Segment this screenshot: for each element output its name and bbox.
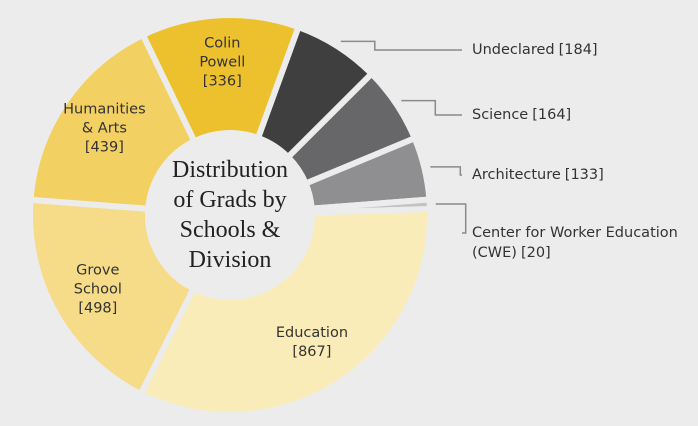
donut-segment xyxy=(27,196,198,399)
segment-label: Science [164] xyxy=(472,105,682,125)
segment-name: Undeclared xyxy=(472,42,555,58)
leader-line xyxy=(435,203,467,234)
segment-name: Grove School xyxy=(73,262,122,298)
segment-name: Education xyxy=(275,325,349,342)
segment-value: [20] xyxy=(520,245,551,261)
segment-value: [336] xyxy=(202,73,242,90)
segment-value: [439] xyxy=(84,139,124,156)
segment-value: [133] xyxy=(564,167,604,183)
segment-label: Colin Powell [336] xyxy=(191,35,253,92)
segment-value: [164] xyxy=(532,107,572,123)
segment-name: Humanities & Arts xyxy=(63,101,146,137)
segment-label: Architecture [133] xyxy=(472,165,682,185)
leader-line xyxy=(340,40,462,51)
chart-title: Distribution of Grads by Schools & Divis… xyxy=(171,157,288,273)
segment-label: Education [867] xyxy=(276,324,348,362)
segment-value: [184] xyxy=(558,42,598,58)
segment-name: Architecture xyxy=(472,167,561,183)
segment-label: Grove School [498] xyxy=(67,262,129,319)
leader-line xyxy=(401,99,462,116)
segment-value: [867] xyxy=(292,344,332,361)
leader-line xyxy=(430,166,462,176)
segment-name: Science xyxy=(472,107,529,123)
segment-name: Center for Worker Education (CWE) xyxy=(472,225,678,261)
segment-label: Center for Worker Education (CWE) [20] xyxy=(472,223,682,263)
donut-segment xyxy=(138,12,303,146)
segment-label: Undeclared [184] xyxy=(472,40,682,60)
segment-value: [498] xyxy=(78,300,118,317)
segment-name: Colin Powell xyxy=(199,35,246,71)
donut-segment xyxy=(27,30,199,212)
donut-segment xyxy=(136,205,433,418)
segment-label: Humanities & Arts [439] xyxy=(63,101,146,158)
